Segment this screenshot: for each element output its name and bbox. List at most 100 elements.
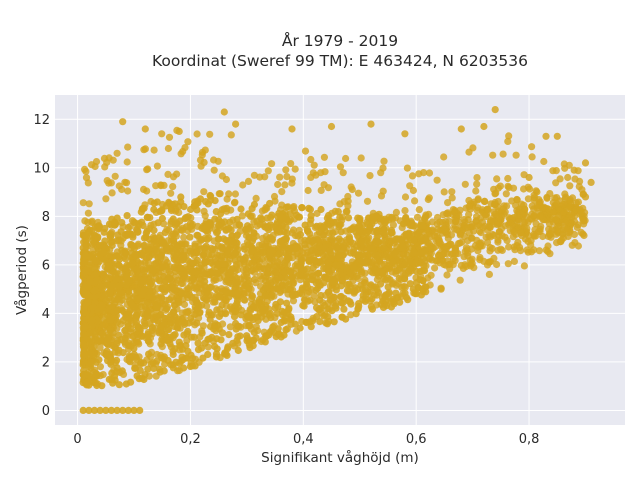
data-point [267, 279, 275, 287]
data-point [266, 199, 274, 208]
data-point [140, 185, 148, 193]
data-point [339, 169, 347, 177]
data-point [415, 206, 423, 214]
data-point [215, 292, 223, 300]
data-point [553, 132, 561, 140]
data-point [113, 356, 121, 364]
data-point [457, 125, 465, 133]
data-point [406, 182, 414, 190]
data-point [399, 244, 407, 252]
data-point [288, 125, 296, 133]
data-point [262, 332, 270, 341]
data-point [477, 229, 485, 237]
data-point [368, 305, 376, 313]
data-point [343, 287, 352, 295]
data-point [293, 290, 301, 299]
chart-title-line2: Koordinat (Sweref 99 TM): E 463424, N 62… [152, 52, 528, 70]
data-point [87, 373, 95, 381]
data-point [380, 157, 388, 165]
data-point [198, 329, 206, 337]
data-point [426, 254, 434, 262]
data-point [560, 223, 568, 231]
data-point [306, 205, 314, 213]
data-point [197, 344, 206, 352]
data-point [568, 241, 576, 249]
data-point [203, 235, 211, 243]
data-point [191, 198, 199, 206]
data-point [207, 259, 215, 267]
data-point [354, 189, 363, 197]
data-point [528, 143, 536, 151]
data-point [205, 308, 213, 316]
data-point [222, 310, 230, 318]
data-point [344, 214, 353, 222]
data-point [283, 299, 291, 307]
data-point [260, 243, 268, 251]
data-point [445, 217, 453, 225]
data-point [325, 268, 333, 276]
data-point [143, 166, 151, 174]
data-point [325, 317, 333, 325]
data-point [324, 184, 332, 192]
data-point [191, 242, 199, 250]
data-point [414, 284, 422, 292]
data-point [80, 370, 88, 378]
data-point [264, 264, 272, 272]
data-point [226, 323, 234, 331]
data-point [495, 213, 503, 221]
data-point [510, 257, 518, 265]
data-point [281, 259, 289, 267]
data-point [256, 295, 264, 303]
data-point [231, 198, 239, 206]
data-point [384, 274, 392, 282]
data-point [206, 219, 214, 227]
data-point [526, 185, 534, 193]
data-point [401, 193, 410, 201]
data-point [498, 246, 506, 254]
data-point [139, 277, 147, 286]
data-point [183, 330, 191, 338]
data-point [422, 288, 430, 296]
data-point [401, 289, 409, 297]
data-point [85, 200, 93, 208]
data-point [576, 206, 584, 214]
data-point [138, 332, 146, 340]
data-point [100, 307, 108, 315]
data-point [413, 213, 422, 221]
data-point [530, 196, 538, 204]
data-point [524, 195, 533, 203]
data-point [177, 264, 185, 272]
data-point [126, 358, 134, 366]
data-point [295, 271, 303, 279]
data-point [452, 246, 460, 254]
data-point [487, 258, 495, 266]
data-point [244, 279, 252, 287]
data-point [266, 251, 274, 259]
data-point [587, 178, 595, 186]
data-point [562, 216, 570, 225]
data-point [500, 202, 508, 210]
data-point [399, 220, 408, 228]
data-point [456, 239, 464, 247]
data-point [210, 274, 218, 283]
data-point [356, 215, 364, 223]
data-point [406, 258, 414, 266]
data-point [505, 183, 513, 192]
data-point [324, 211, 333, 220]
data-point [465, 211, 473, 219]
data-point [437, 251, 445, 259]
data-point [518, 232, 526, 240]
data-point [276, 228, 284, 236]
data-point [152, 182, 160, 190]
data-point [103, 158, 111, 167]
data-point [298, 204, 306, 212]
data-point [566, 182, 574, 190]
data-point [353, 272, 361, 280]
data-point [119, 349, 127, 357]
data-point [512, 151, 520, 159]
data-point [411, 197, 419, 205]
data-point [80, 258, 89, 266]
data-point [387, 226, 396, 234]
data-point [304, 186, 312, 195]
data-point [392, 248, 400, 256]
